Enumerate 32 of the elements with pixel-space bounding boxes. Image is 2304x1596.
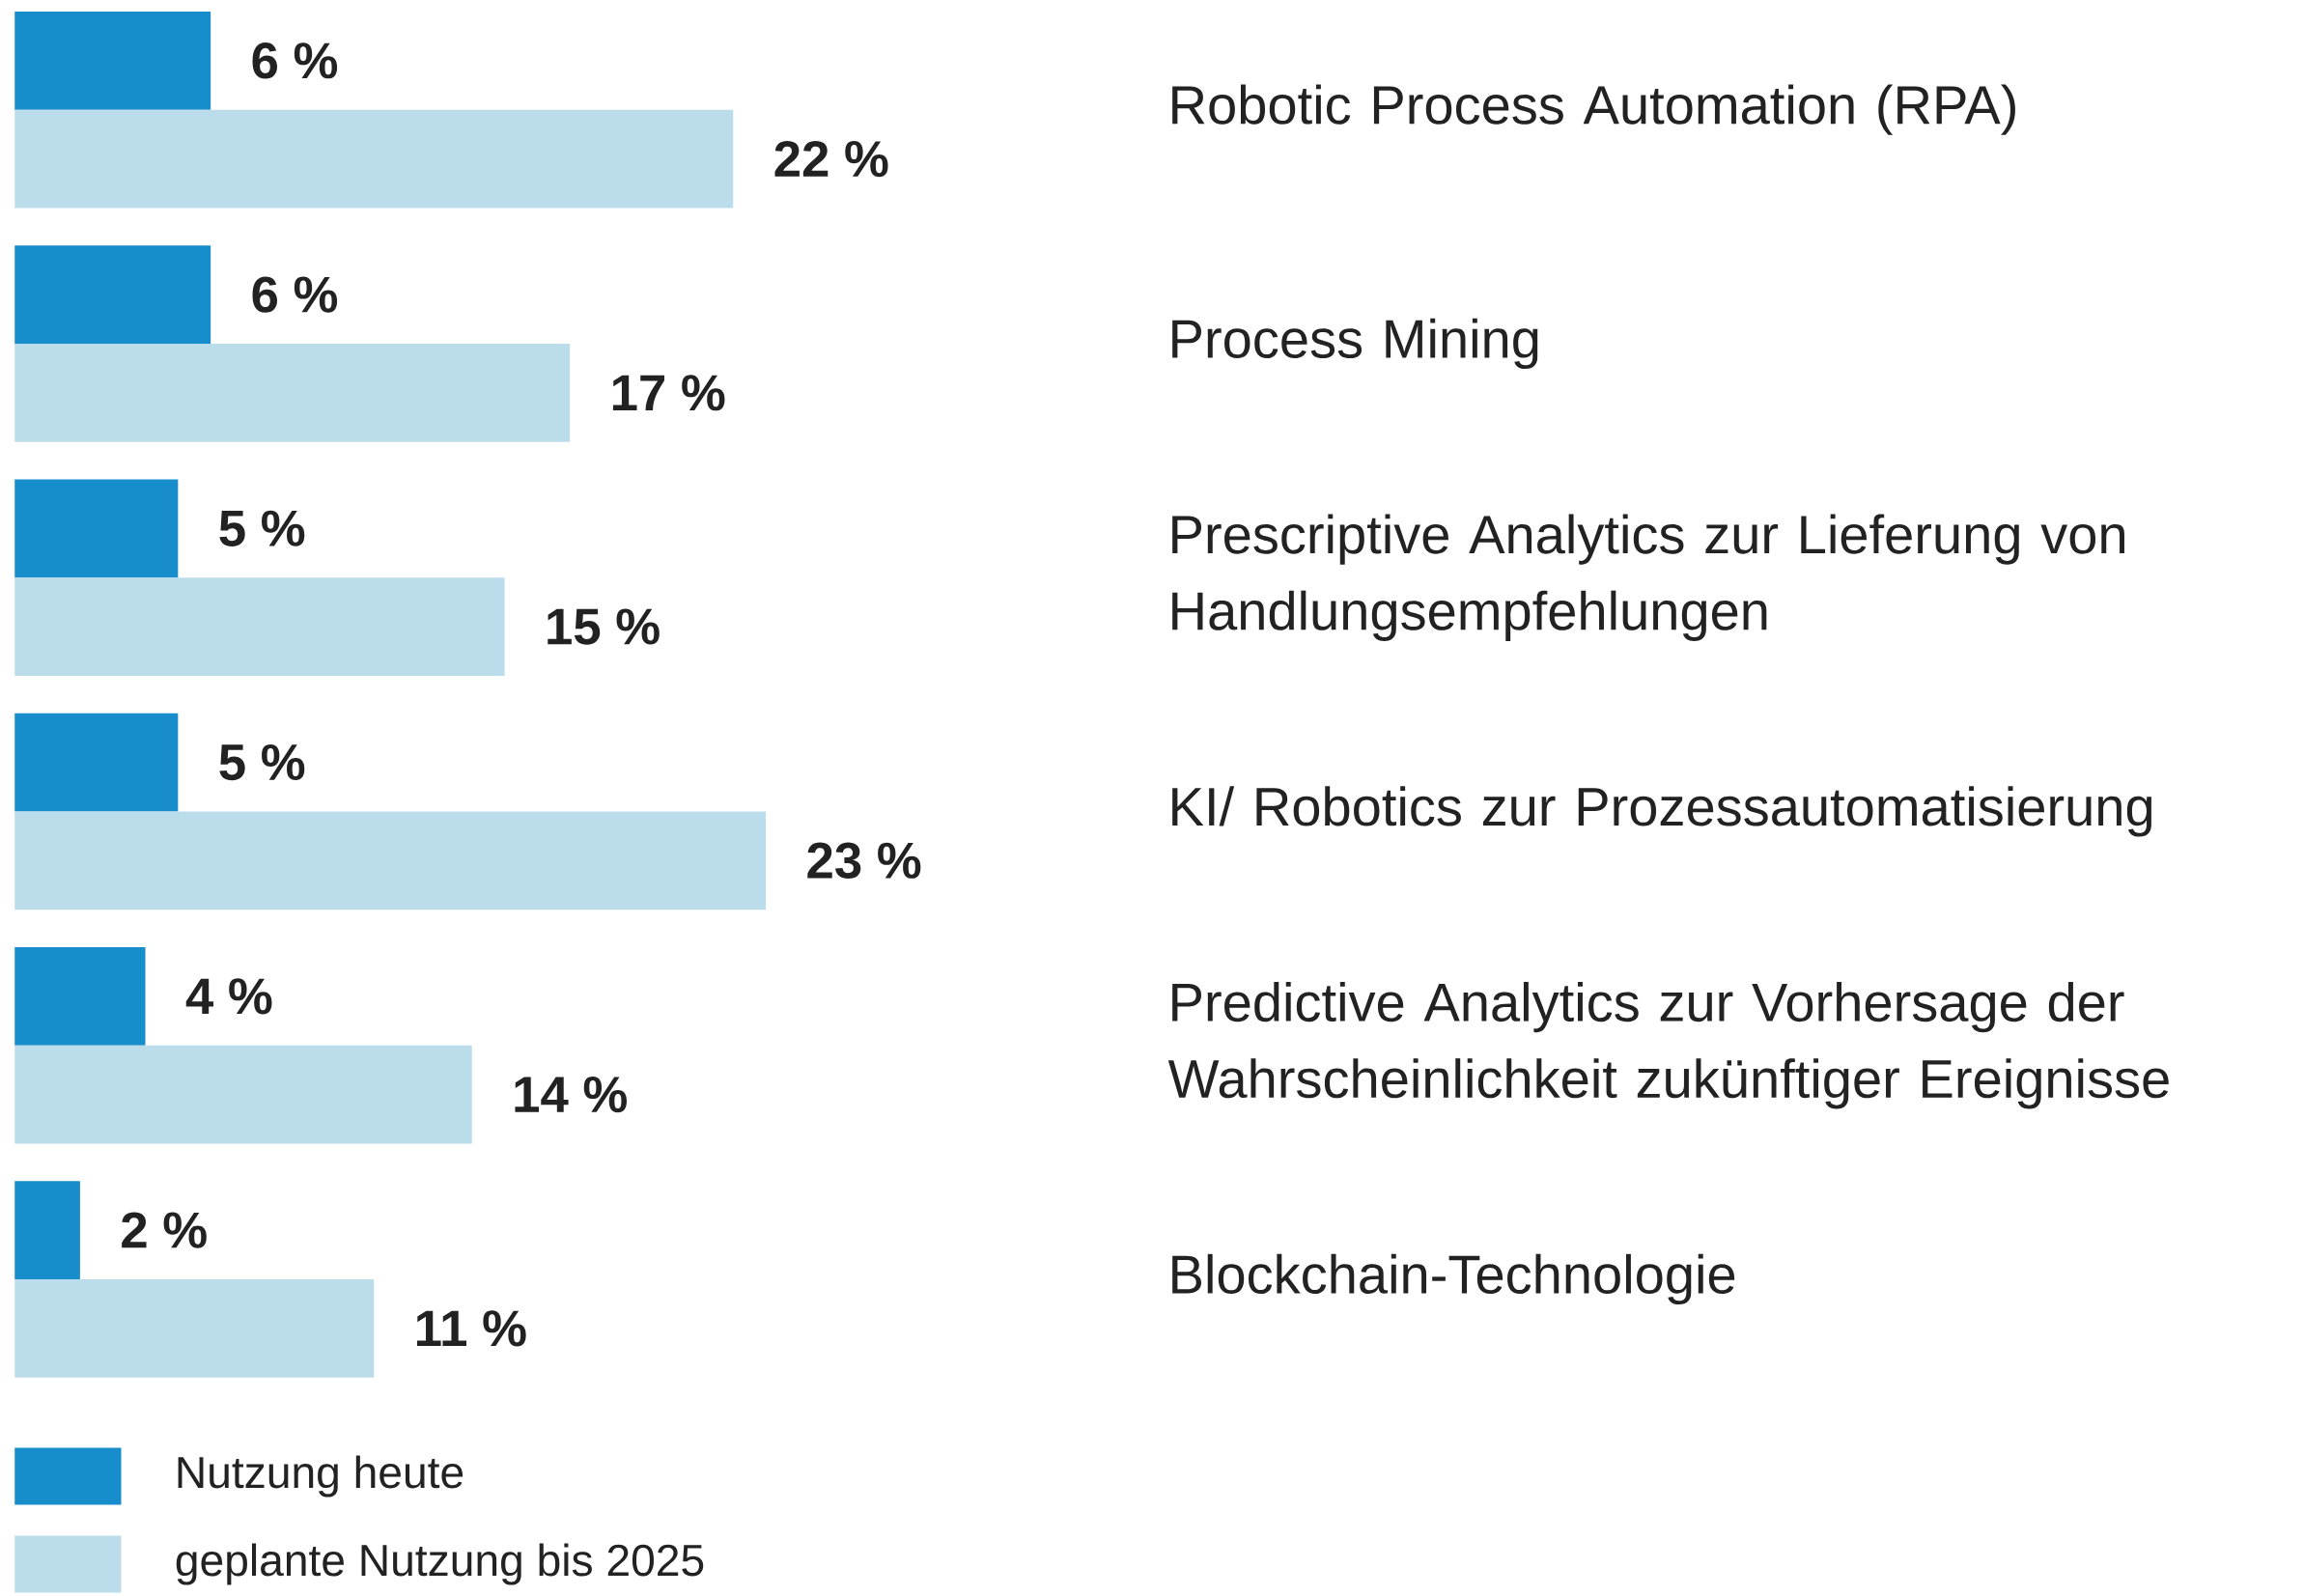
bar [14,109,734,209]
bar [14,1279,375,1378]
data-label: 23 % [807,842,921,880]
data-label: 14 % [515,1077,627,1113]
data-label: 6 % [252,276,338,313]
bar [14,245,211,345]
legend-label: geplante Nutzung bis 2025 [176,1543,704,1585]
bar [14,713,179,812]
bar [14,344,571,442]
y-tick-label: KI/ Robotics zur Prozessautomatisierung [1172,786,2152,837]
data-label: 5 % [219,510,305,547]
bar [14,1181,80,1280]
legend-label: Nutzung heute [178,1455,464,1498]
data-label: 2 % [122,1212,207,1248]
data-label: 5 % [219,744,305,781]
y-tick-label: Prescriptive Analytics zur Lieferung von Handlungsempfehlungen [1172,514,2124,642]
data-label: 6 % [252,42,338,79]
y-tick-label: Process Mining [1172,319,1538,370]
data-label: 22 % [774,141,888,178]
bar [14,479,179,578]
bar [14,811,767,910]
bar [14,1045,472,1144]
bar [14,577,505,677]
data-label: 4 % [185,978,272,1015]
data-label: 11 % [417,1310,526,1347]
bar [14,947,146,1046]
y-tick-label: Blockchain-Technologie [1172,1254,1735,1305]
bar [14,12,211,110]
y-tick-label: Robotic Process Automation (RPA) [1172,84,2015,135]
data-label: 15 % [548,608,660,645]
data-label: 17 % [612,375,725,411]
y-tick-label: Predictive Analytics zur Vorhersage der Wahrscheinlichkeit zukünftiger Ereignisse [1167,982,2169,1109]
